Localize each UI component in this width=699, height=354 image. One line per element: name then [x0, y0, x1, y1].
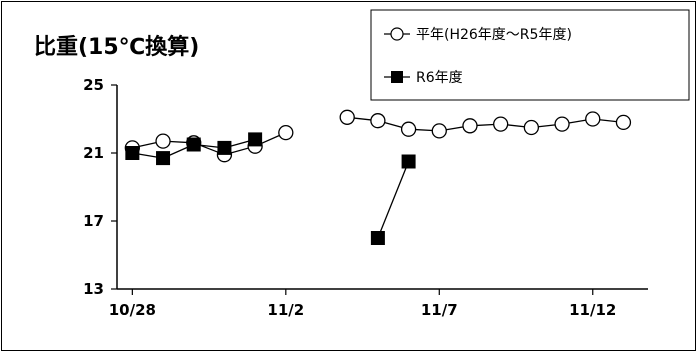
- chart-title: 比重(15℃換算): [34, 34, 199, 60]
- legend-label-normal: 平年(H26年度～R5年度): [416, 27, 572, 43]
- y-tick-label: 21: [83, 144, 104, 162]
- series-1-point: [402, 155, 416, 169]
- series-0-point: [279, 126, 293, 140]
- series-1-point: [187, 138, 201, 152]
- axes: 13 17 21 25 10/28 11/2 11/7 11/12: [83, 76, 648, 319]
- y-tick-label: 25: [83, 76, 104, 94]
- series-layer: [125, 110, 630, 245]
- series-0-point: [340, 110, 354, 124]
- x-tick-label: 10/28: [109, 301, 156, 319]
- series-0-point: [555, 117, 569, 131]
- legend: 平年(H26年度～R5年度) R6年度: [371, 10, 689, 100]
- series-0-point: [463, 119, 477, 133]
- legend-box: [371, 10, 689, 100]
- series-1-point: [217, 141, 231, 155]
- series-1-point: [371, 231, 385, 245]
- y-tick-label: 13: [83, 280, 104, 298]
- series-0-point: [402, 122, 416, 136]
- series-0-point: [371, 114, 385, 128]
- legend-label-r6: R6年度: [416, 70, 463, 86]
- x-tick-label: 11/12: [569, 301, 616, 319]
- legend-marker-normal: [391, 28, 403, 40]
- series-0-point: [156, 134, 170, 148]
- series-1-point: [156, 151, 170, 165]
- x-tick-label: 11/7: [421, 301, 458, 319]
- series-0-point: [524, 121, 538, 135]
- series-0-point: [432, 124, 446, 138]
- series-0-point: [494, 117, 508, 131]
- x-tick-label: 11/2: [267, 301, 304, 319]
- series-1-point: [248, 132, 262, 146]
- series-0-point: [586, 112, 600, 126]
- y-tick-label: 17: [83, 212, 104, 230]
- series-0-point: [616, 115, 630, 129]
- series-1-segment: [378, 162, 409, 239]
- legend-marker-r6: [391, 71, 403, 83]
- series-1-point: [125, 146, 139, 160]
